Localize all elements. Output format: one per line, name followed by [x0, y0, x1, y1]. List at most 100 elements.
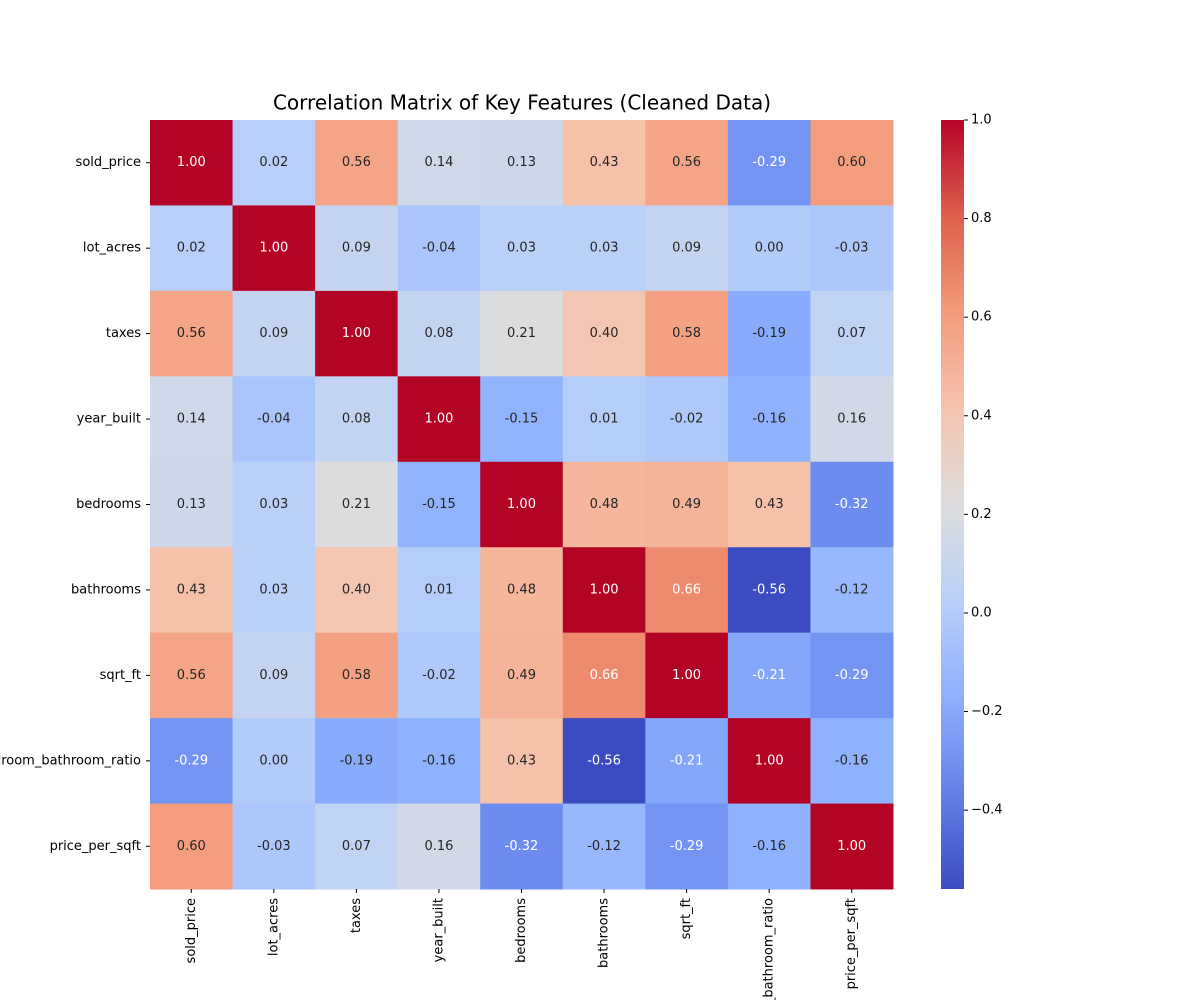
heatmap-cell [315, 290, 399, 377]
cell-label: 0.14 [424, 155, 453, 170]
x-tick-label: sqrt_ft [679, 898, 694, 939]
cell-label: 0.09 [259, 668, 288, 683]
cell-label: 0.03 [590, 241, 619, 256]
heatmap-cell [562, 461, 646, 548]
heatmap-cell [645, 290, 729, 377]
cell-label: -0.02 [422, 668, 456, 683]
heatmap-cell [150, 632, 234, 719]
heatmap-cell [645, 376, 729, 463]
cell-label: 0.08 [424, 326, 453, 341]
y-tick-label: price_per_sqft [50, 839, 141, 854]
cell-label: 0.21 [507, 326, 536, 341]
cell-label: 0.48 [590, 497, 619, 512]
heatmap-cell [150, 205, 234, 292]
cell-label: -0.12 [587, 839, 621, 854]
heatmap-cell [810, 547, 894, 634]
cell-label: 1.00 [590, 582, 619, 597]
cell-label: -0.56 [587, 753, 621, 768]
cell-label: -0.29 [835, 668, 869, 683]
heatmap-cell [727, 547, 811, 634]
cell-label: -0.56 [752, 582, 786, 597]
cell-label: -0.04 [257, 412, 291, 427]
cell-label: 0.13 [507, 155, 536, 170]
cell-label: -0.15 [505, 412, 539, 427]
cell-label: 1.00 [837, 839, 866, 854]
cell-label: 1.00 [507, 497, 536, 512]
heatmap-cell [645, 632, 729, 719]
cell-label: -0.19 [752, 326, 786, 341]
heatmap-cell [397, 803, 481, 890]
cell-label: 0.16 [837, 412, 866, 427]
cell-label: 1.00 [177, 155, 206, 170]
heatmap-cell [810, 290, 894, 377]
heatmap-cell [150, 461, 234, 548]
cell-label: 0.16 [424, 839, 453, 854]
heatmap-cell [232, 547, 316, 634]
heatmap-cell [480, 205, 564, 292]
x-tick-label: sold_price [184, 898, 199, 963]
heatmap-cell [645, 718, 729, 805]
heatmap-cell [150, 803, 234, 890]
cell-label: -0.16 [835, 753, 869, 768]
cell-label: -0.15 [422, 497, 456, 512]
colorbar-tick-label: −0.2 [971, 704, 1003, 719]
x-tick-label: year_built [431, 898, 446, 962]
cell-label: 0.09 [672, 241, 701, 256]
cell-label: 0.02 [177, 241, 206, 256]
cell-label: -0.21 [752, 668, 786, 683]
heatmap-cell [315, 803, 399, 890]
heatmap-cell [397, 547, 481, 634]
cell-label: 1.00 [259, 241, 288, 256]
y-tick-label: bedrooms [76, 497, 141, 512]
heatmap-cell [315, 461, 399, 548]
cell-label: 0.56 [177, 326, 206, 341]
y-tick-label: sold_price [76, 155, 141, 170]
heatmap-cell [397, 120, 481, 206]
cell-label: 1.00 [672, 668, 701, 683]
heatmap-cell [727, 120, 811, 206]
cell-label: -0.12 [835, 582, 869, 597]
x-tick-label: price_per_sqft [844, 898, 859, 989]
heatmap-cell [480, 290, 564, 377]
heatmap-cell [397, 461, 481, 548]
heatmap-cell [480, 547, 564, 634]
heatmap-cell [480, 718, 564, 805]
y-tick-label: bathrooms [71, 582, 141, 597]
heatmap-cell [480, 376, 564, 463]
cell-label: 0.08 [342, 412, 371, 427]
cell-label: 0.43 [755, 497, 784, 512]
heatmap-cell [810, 120, 894, 206]
cell-label: 0.49 [507, 668, 536, 683]
cell-label: 0.01 [424, 582, 453, 597]
cell-label: -0.29 [670, 839, 704, 854]
heatmap-cell [562, 376, 646, 463]
heatmap-cell [232, 718, 316, 805]
heatmap-cell [315, 547, 399, 634]
cell-label: -0.03 [257, 839, 291, 854]
heatmap-cell [480, 120, 564, 206]
cell-label: 0.09 [342, 241, 371, 256]
heatmap-cell [562, 290, 646, 377]
cell-label: 0.56 [672, 155, 701, 170]
heatmap-cell [232, 376, 316, 463]
heatmap-cell [232, 632, 316, 719]
cell-label: 0.02 [259, 155, 288, 170]
cell-label: 0.43 [177, 582, 206, 597]
heatmap-cell [232, 290, 316, 377]
heatmap-cell [810, 376, 894, 463]
colorbar-tick-label: −0.4 [971, 803, 1003, 818]
heatmap-cell [315, 376, 399, 463]
heatmap-cell [397, 718, 481, 805]
cell-label: 0.03 [507, 241, 536, 256]
cell-label: -0.21 [670, 753, 704, 768]
cell-label: 0.01 [590, 412, 619, 427]
cell-label: 0.21 [342, 497, 371, 512]
cell-label: 0.40 [342, 582, 371, 597]
cell-label: -0.19 [340, 753, 374, 768]
heatmap-cell [562, 547, 646, 634]
cell-label: 1.00 [424, 412, 453, 427]
cell-label: 0.00 [755, 241, 784, 256]
heatmap-cell [562, 803, 646, 890]
x-tick-label: bedrooms [514, 898, 529, 963]
